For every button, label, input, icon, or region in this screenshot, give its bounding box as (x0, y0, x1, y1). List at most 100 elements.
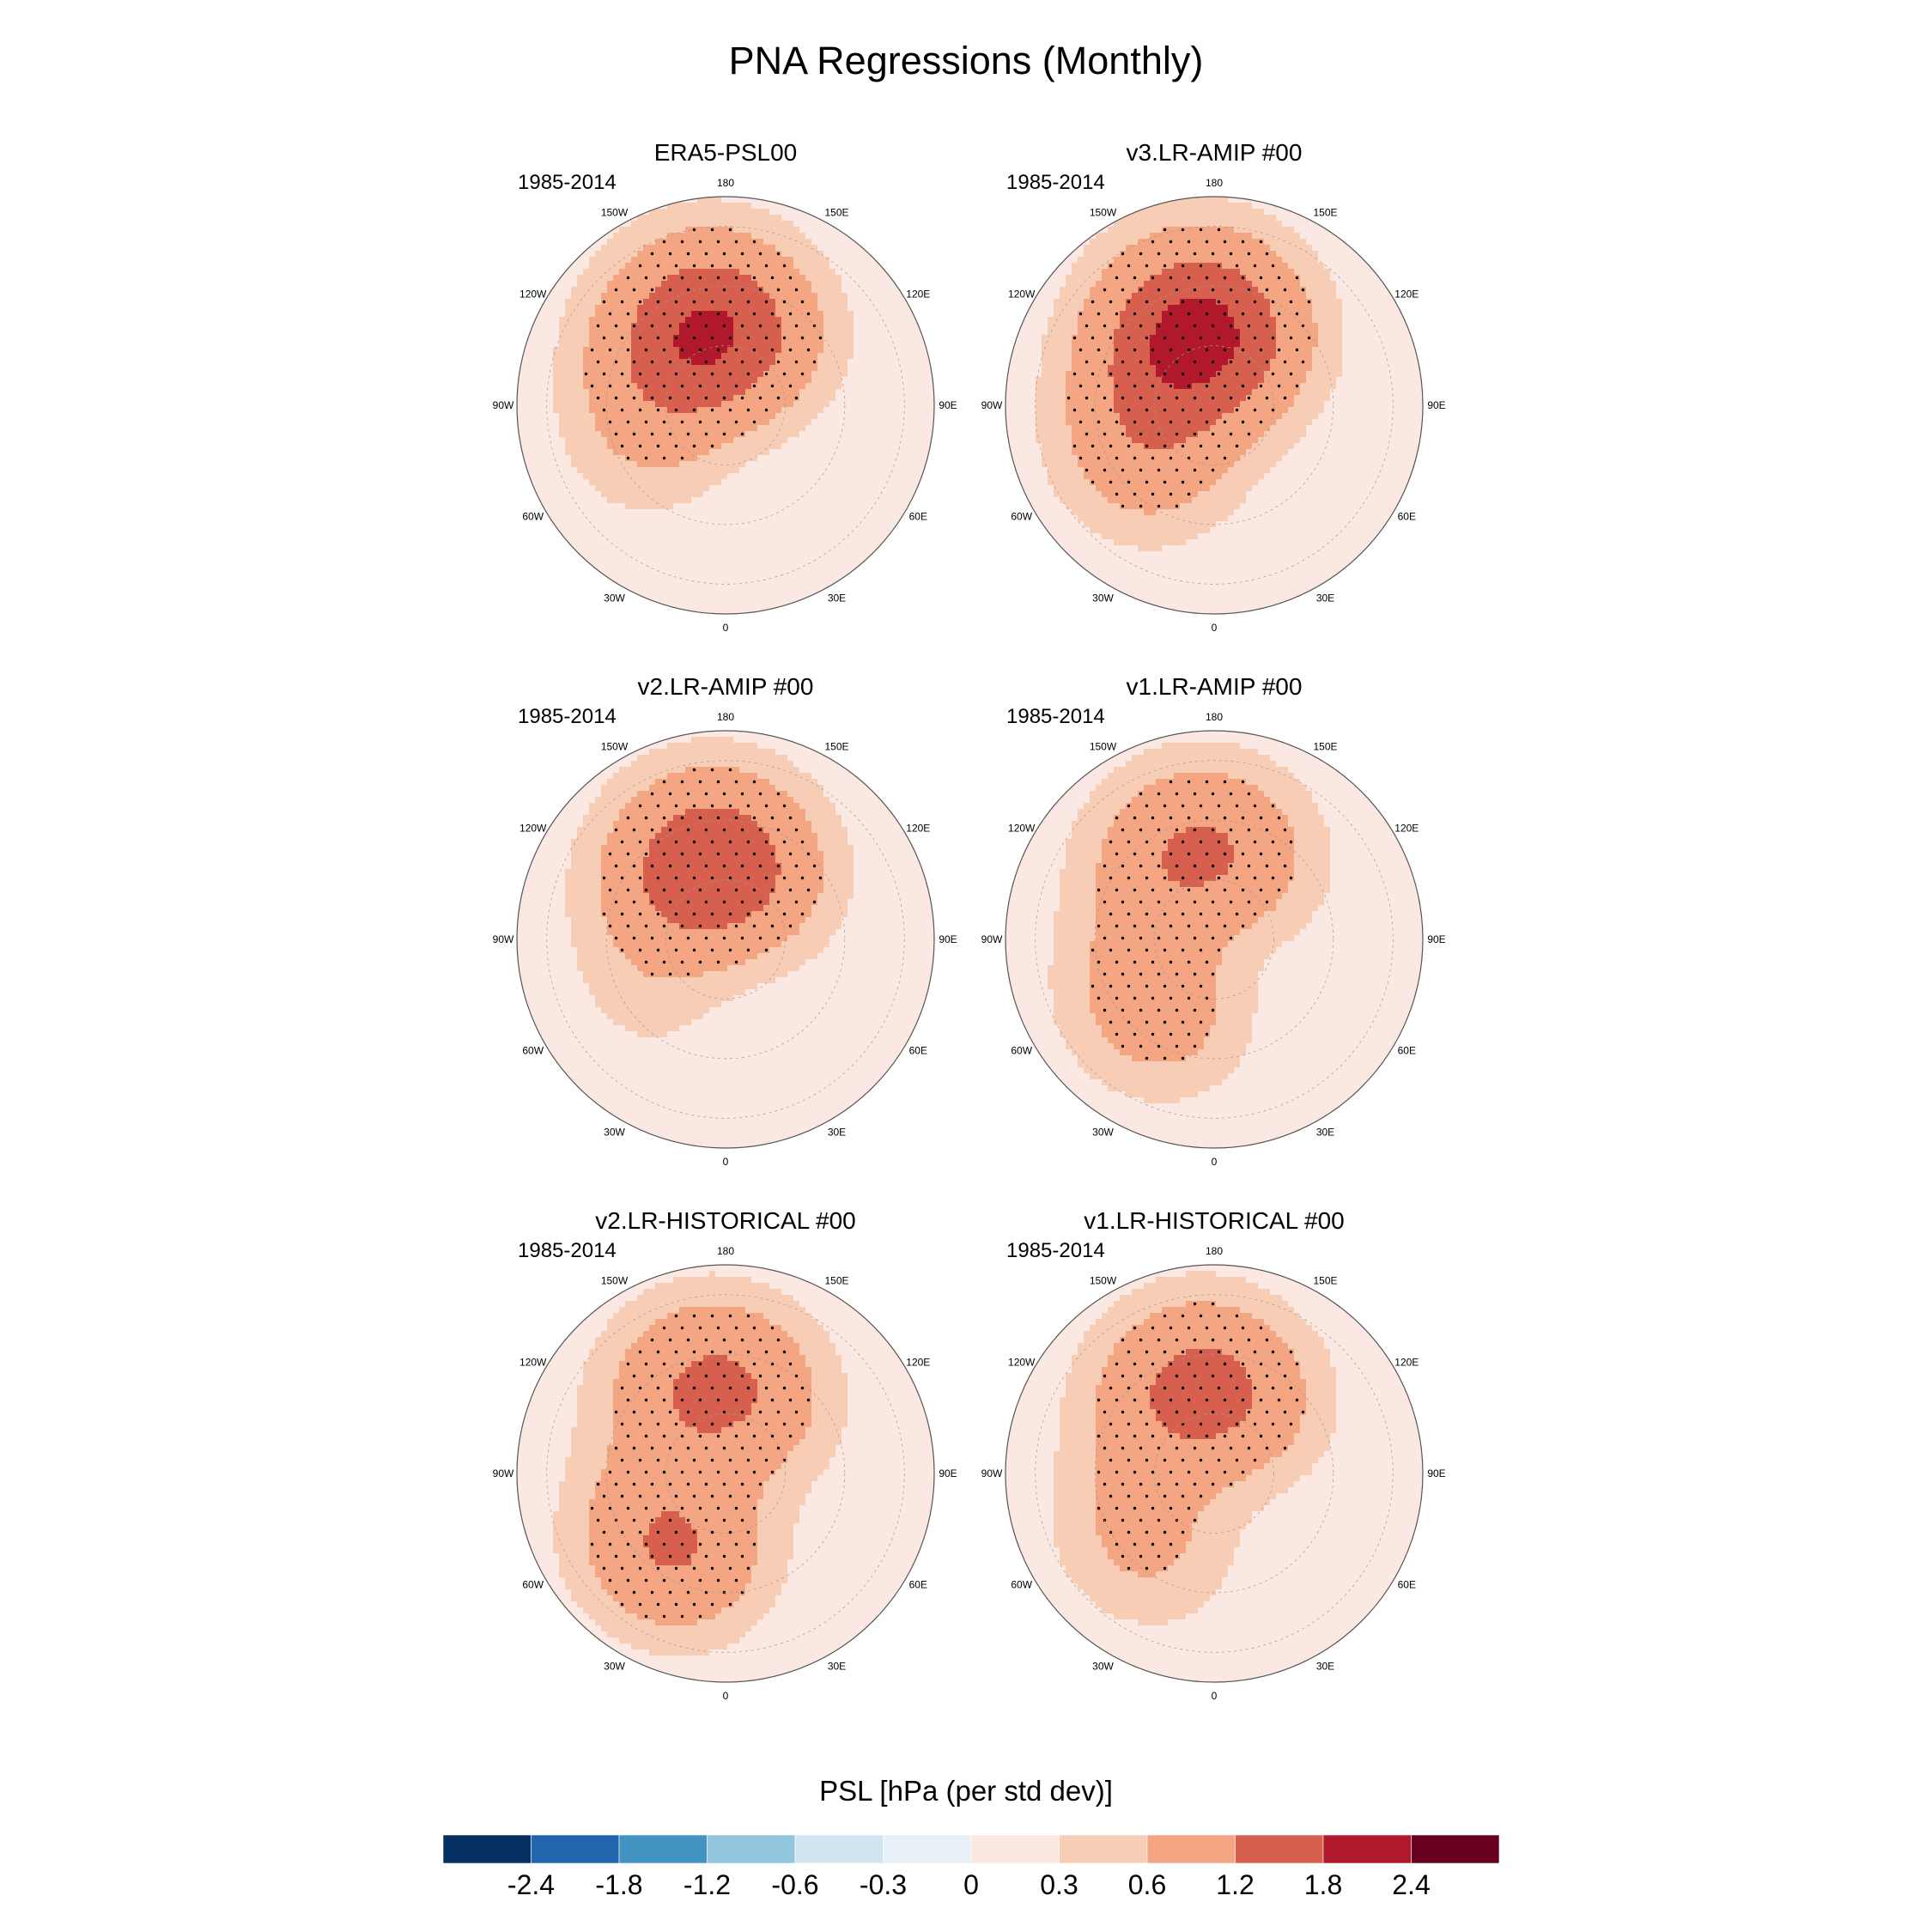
significance-dot (590, 348, 594, 352)
psl-cell (589, 431, 596, 438)
psl-cell (799, 221, 806, 228)
significance-dot (656, 300, 660, 304)
psl-cell (793, 377, 800, 384)
psl-cell (932, 395, 934, 402)
psl-cell (872, 587, 878, 594)
psl-cell (727, 467, 734, 474)
psl-cell (727, 221, 734, 228)
psl-cell (811, 491, 818, 498)
psl-cell (721, 293, 728, 300)
psl-cell (902, 311, 908, 318)
psl-cell (733, 599, 740, 606)
psl-cell (517, 197, 524, 204)
psl-cell (733, 215, 740, 222)
psl-cell (823, 551, 830, 558)
psl-cell (535, 329, 542, 336)
psl-cell (643, 239, 650, 246)
significance-dot (644, 312, 648, 316)
psl-cell (715, 485, 722, 492)
psl-cell (745, 257, 752, 264)
psl-cell (926, 239, 933, 246)
psl-cell (866, 563, 872, 570)
psl-cell (914, 305, 920, 312)
significance-dot (632, 288, 636, 292)
psl-cell (896, 437, 902, 444)
significance-dot (788, 312, 793, 316)
psl-cell (655, 377, 662, 384)
psl-cell (715, 563, 722, 570)
psl-cell (577, 245, 584, 252)
psl-cell (577, 203, 584, 210)
psl-cell (649, 197, 656, 204)
psl-cell (872, 497, 878, 504)
psl-cell (860, 371, 866, 378)
psl-cell (655, 317, 662, 324)
psl-cell (769, 239, 776, 246)
psl-cell (673, 245, 680, 252)
psl-cell (787, 323, 794, 330)
psl-cell (709, 521, 716, 528)
significance-dot (746, 408, 750, 412)
psl-cell (787, 335, 794, 342)
psl-cell (547, 203, 554, 210)
psl-cell (541, 599, 548, 606)
psl-cell (733, 443, 740, 450)
psl-cell (920, 353, 927, 360)
psl-cell (787, 503, 794, 510)
psl-cell (715, 425, 722, 432)
psl-cell (896, 197, 902, 204)
psl-cell (805, 575, 812, 582)
psl-cell (896, 401, 902, 408)
psl-cell (673, 497, 680, 504)
psl-cell (547, 269, 554, 276)
psl-cell (661, 479, 668, 486)
significance-dot (596, 360, 600, 364)
psl-cell (902, 209, 908, 216)
psl-cell (571, 317, 578, 324)
psl-cell (854, 419, 860, 426)
psl-cell (649, 569, 656, 576)
psl-cell (601, 305, 608, 312)
psl-cell (902, 203, 908, 210)
psl-cell (661, 323, 668, 330)
psl-cell (709, 503, 716, 510)
psl-cell (860, 593, 866, 600)
psl-cell (613, 527, 620, 534)
psl-cell (926, 227, 933, 234)
psl-cell (860, 377, 866, 384)
psl-cell (799, 527, 806, 534)
psl-cell (745, 221, 752, 228)
psl-cell (920, 587, 927, 594)
psl-cell (926, 593, 933, 600)
psl-cell (517, 587, 524, 594)
significance-dot (752, 384, 756, 388)
psl-cell (631, 263, 638, 270)
psl-cell (637, 413, 644, 420)
psl-cell (649, 545, 656, 552)
psl-cell (793, 317, 800, 324)
psl-cell (715, 287, 722, 294)
psl-cell (523, 197, 530, 204)
significance-dot (632, 360, 636, 364)
psl-cell (805, 281, 812, 288)
psl-cell (733, 545, 740, 552)
psl-cell (757, 551, 764, 558)
psl-cell (649, 335, 656, 342)
psl-cell (667, 569, 674, 576)
psl-cell (541, 245, 548, 252)
psl-cell (535, 233, 542, 240)
psl-cell (631, 197, 638, 204)
psl-cell (577, 587, 584, 594)
psl-cell (884, 497, 890, 504)
psl-cell (577, 539, 584, 546)
psl-cell (823, 263, 830, 270)
psl-cell (625, 599, 632, 606)
psl-cell (733, 227, 740, 234)
psl-cell (902, 383, 908, 390)
psl-cell (817, 437, 824, 444)
psl-cell (932, 203, 934, 210)
psl-cell (529, 197, 536, 204)
psl-cell (709, 239, 716, 246)
psl-cell (679, 401, 686, 408)
psl-cell (727, 431, 734, 438)
